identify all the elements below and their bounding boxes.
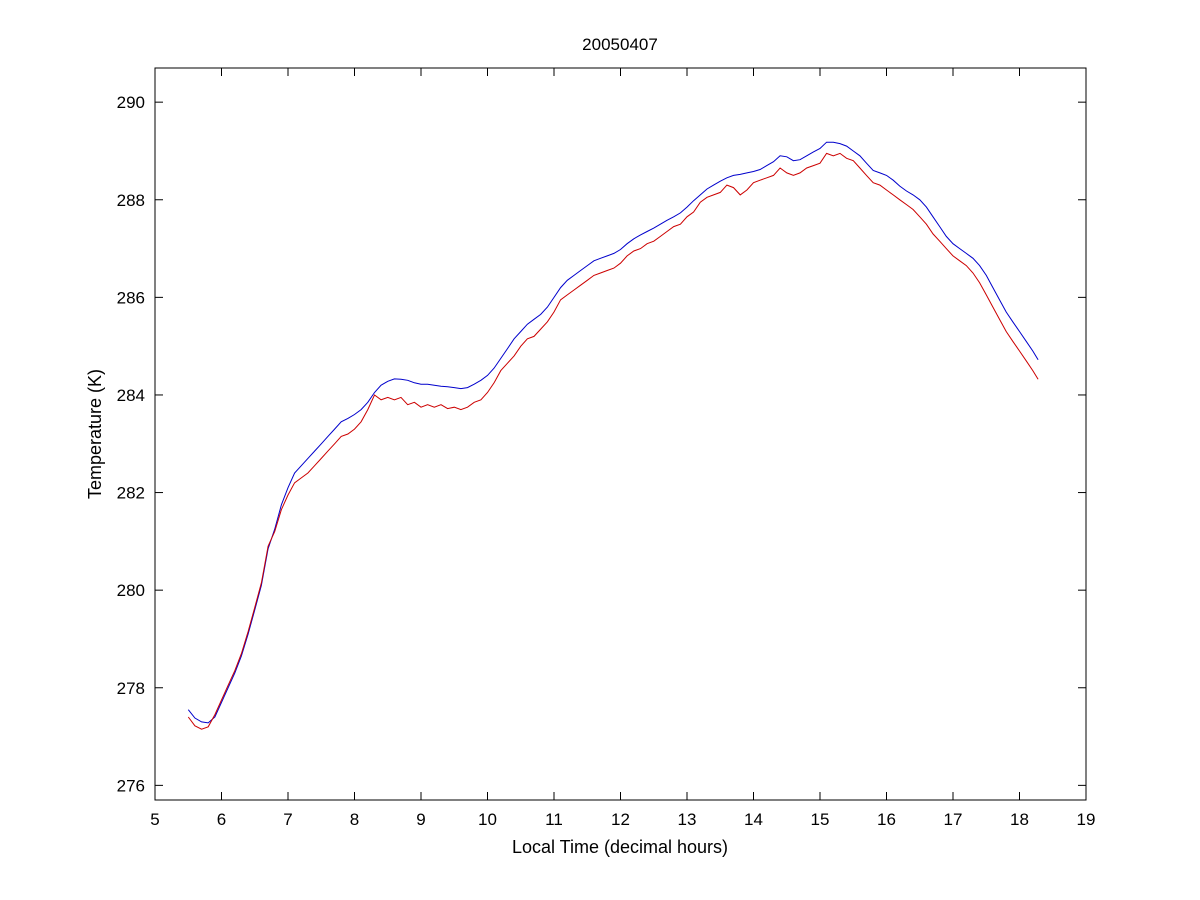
y-tick-label: 284 [117, 386, 145, 405]
x-tick-label: 19 [1077, 810, 1096, 829]
x-tick-label: 7 [283, 810, 292, 829]
x-tick-label: 5 [150, 810, 159, 829]
x-tick-label: 6 [217, 810, 226, 829]
x-tick-label: 14 [744, 810, 763, 829]
x-axis-title: Local Time (decimal hours) [512, 837, 728, 857]
x-tick-label: 8 [350, 810, 359, 829]
y-tick-label: 290 [117, 93, 145, 112]
chart-title: 20050407 [582, 35, 658, 54]
x-tick-label: 13 [678, 810, 697, 829]
y-tick-label: 278 [117, 679, 145, 698]
x-tick-label: 16 [877, 810, 896, 829]
ticks-layer: 5 6 7 8 9 10 11 12 13 14 15 16 17 18 19 276 278 280 282 284… [117, 68, 1096, 829]
x-tick-label: 12 [611, 810, 630, 829]
y-tick-label: 276 [117, 776, 145, 795]
y-axis-title: Temperature (K) [85, 369, 105, 499]
x-tick-label: 10 [478, 810, 497, 829]
x-tick-label: 9 [416, 810, 425, 829]
series-line-2 [187, 152, 1039, 730]
x-tick-label: 15 [811, 810, 830, 829]
series-line-1 [187, 141, 1039, 724]
x-tick-label: 17 [944, 810, 963, 829]
y-tick-label: 280 [117, 581, 145, 600]
y-tick-label: 288 [117, 191, 145, 210]
series-layer [187, 141, 1039, 730]
y-tick-label: 286 [117, 288, 145, 307]
x-tick-label: 11 [545, 810, 563, 829]
y-tick-label: 282 [117, 484, 145, 503]
x-tick-label: 18 [1010, 810, 1029, 829]
